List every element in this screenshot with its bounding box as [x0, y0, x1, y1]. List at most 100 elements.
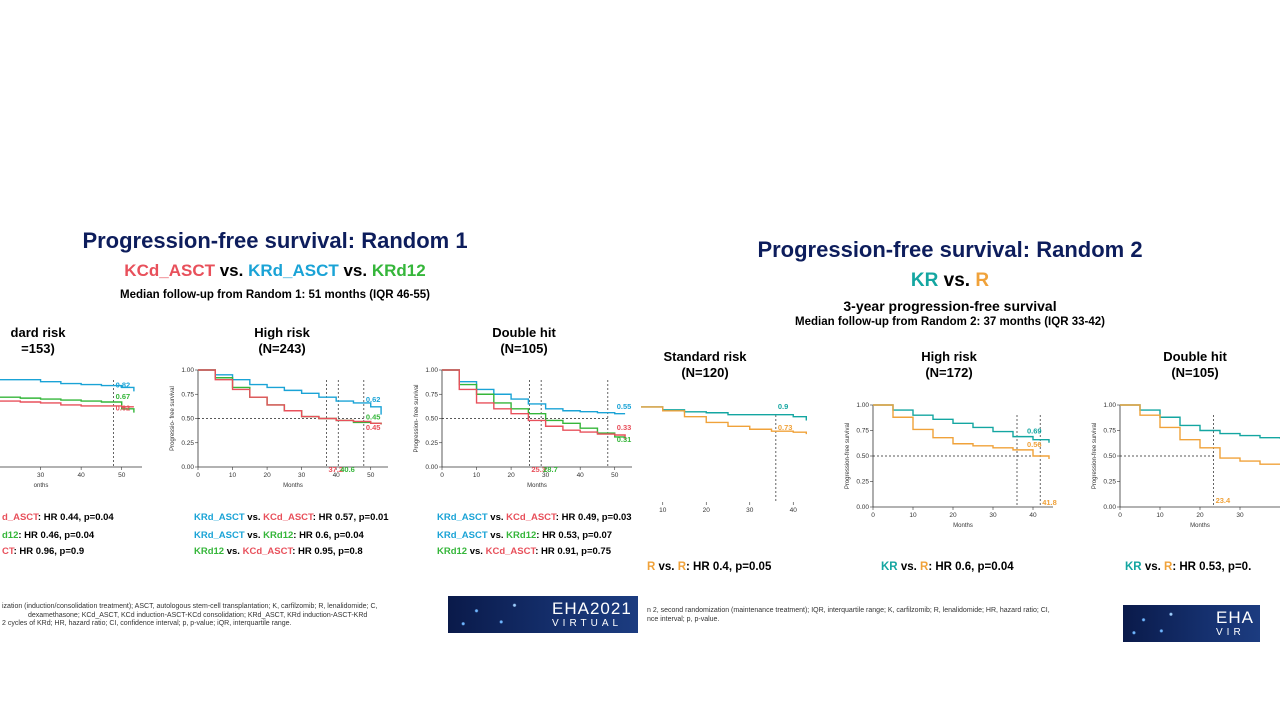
group-label-high-risk-r2: High risk (N=172) [921, 349, 977, 380]
survival-curve-kr [873, 404, 1050, 443]
y-tick-label: 0.25 [856, 479, 869, 486]
random2-subtitle2: 3-year progression-free survival [843, 298, 1057, 314]
hr-line: d_ASCT: HR 0.44, p=0.04 [2, 512, 114, 523]
value-annotation: 0.33 [617, 423, 632, 432]
y-tick-label: 0.50 [425, 416, 438, 423]
x-axis-label: Months [283, 483, 303, 489]
x-tick-label: 0 [196, 472, 200, 479]
x-tick-label: 20 [507, 472, 515, 479]
random2-title: Progression-free survival: Random 2 [757, 237, 1143, 262]
y-tick-label: 0.00 [856, 504, 869, 511]
y-tick-label: 0.75 [856, 428, 869, 435]
survival-curve-kr [641, 406, 807, 421]
x-tick-label: 50 [367, 472, 375, 479]
survival-curve-kcd-asct [442, 369, 626, 440]
y-tick-label: 0.00 [1103, 504, 1116, 511]
km-plot-high-risk-r1: 0.00 0.25 0.50 0.75 1.00 Progressio- free sur… [170, 367, 388, 489]
value-annotation: 0.45 [366, 412, 381, 421]
hr-line: KR vs. R: HR 0.53, p=0. [1125, 561, 1252, 573]
group-label-high-risk-r1: High risk (N=243) [254, 325, 310, 356]
y-tick-label: 0.50 [181, 416, 194, 423]
eha2021-banner: EHA VIR [1123, 605, 1260, 642]
y-tick-label: 0.25 [181, 440, 194, 447]
x-tick-label: 10 [473, 472, 481, 479]
y-tick-label: 0.75 [181, 391, 194, 398]
x-tick-label: 50 [611, 472, 619, 479]
x-tick-label: 30 [542, 472, 550, 479]
x-tick-label: 50 [118, 472, 126, 479]
survival-curve-kcd-asct [198, 369, 382, 425]
y-tick-label: 0.50 [1103, 453, 1116, 460]
hr-line: KRd_ASCT vs. KRd12: HR 0.53, p=0.07 [437, 530, 613, 541]
hr-line: R vs. R: HR 0.4, p=0.05 [647, 561, 772, 573]
banner-subtitle: VIRTUAL [552, 618, 623, 629]
km-plot-double-hit-r2: 0.00 0.25 0.50 0.75 1.00 Progression-free sur… [1092, 402, 1280, 529]
x-tick-label: 20 [949, 512, 957, 519]
y-tick-label: 0.00 [181, 464, 194, 471]
x-tick-label: 30 [989, 512, 997, 519]
banner-subtitle: VIR [1216, 627, 1245, 638]
y-tick-label: 0.75 [425, 391, 438, 398]
x-tick-label: 40 [333, 472, 341, 479]
hr-line: CT: HR 0.96, p=0.9 [2, 546, 85, 557]
value-annotation: 0.82 [116, 380, 131, 389]
value-annotation: 0.73 [778, 423, 793, 432]
random2-footnote: n 2, second randomization (maintenance t… [647, 607, 1050, 623]
y-tick-label: 0.00 [425, 464, 438, 471]
x-axis-label: onths [34, 483, 49, 489]
value-annotation: 0.62 [116, 404, 131, 413]
x-tick-label: 30 [746, 507, 754, 514]
x-tick-label: 30 [1236, 512, 1244, 519]
survival-curve-krd-asct [442, 369, 626, 415]
km-plot-standard-risk-r2: 10 20 30 40 0.9 0.73 [641, 402, 807, 514]
y-tick-label: 1.00 [1103, 402, 1116, 409]
banner-title: EHA2021 [552, 599, 632, 618]
x-tick-label: 30 [298, 472, 306, 479]
km-plot-standard-risk-r1: 30 40 50 onths 0.82 0.67 0.62 [0, 379, 142, 489]
subtitle-krd12: KRd12 [371, 261, 426, 280]
x-tick-label: 0 [440, 472, 444, 479]
hr-line: KRd12 vs. KCd_ASCT: HR 0.91, p=0.75 [437, 546, 611, 557]
value-annotation: 28.7 [543, 465, 558, 474]
hr-line: d12: HR 0.46, p=0.04 [2, 530, 95, 541]
random2-subtitle: KR vs. R [910, 270, 990, 291]
x-tick-label: 10 [909, 512, 917, 519]
survival-curve-krd-asct [198, 369, 382, 415]
x-axis-label: Months [953, 523, 973, 529]
value-annotation: 0.62 [366, 395, 381, 404]
group-label-double-hit-r1: Double hit (N=105) [492, 325, 556, 356]
random1-footnote: ization (induction/consolidation treatme… [2, 603, 378, 627]
x-tick-label: 20 [263, 472, 271, 479]
y-axis-label: Progressio- free survival [170, 386, 176, 451]
y-tick-label: 0.25 [425, 440, 438, 447]
y-axis-label: Progression-free survival [1092, 423, 1098, 489]
y-axis-label: Progression-free survival [845, 423, 851, 489]
value-annotation: 40.6 [340, 465, 355, 474]
x-tick-label: 20 [1196, 512, 1204, 519]
survival-curve-krd12 [198, 369, 382, 425]
hr-line: KR vs. R: HR 0.6, p=0.04 [881, 561, 1014, 573]
km-plot-high-risk-r2: 0.00 0.25 0.50 0.75 1.00 Progression-free sur… [845, 402, 1057, 529]
random1-title: Progression-free survival: Random 1 [82, 228, 468, 253]
group-label-standard-risk-r2: Standard risk (N=120) [663, 349, 747, 380]
x-axis-label: Months [1190, 523, 1210, 529]
value-annotation: 0.31 [617, 435, 632, 444]
x-tick-label: 0 [1118, 512, 1122, 519]
km-plot-double-hit-r1: 0.00 0.25 0.50 0.75 1.00 Progression- free su… [414, 367, 632, 489]
survival-curve-kr [1120, 404, 1280, 439]
banner-title: EHA [1216, 608, 1254, 627]
x-tick-label: 40 [577, 472, 585, 479]
x-tick-label: 10 [229, 472, 237, 479]
value-annotation: 25.3 [531, 465, 546, 474]
value-annotation: 0.56 [1027, 440, 1042, 449]
x-tick-label: 0 [871, 512, 875, 519]
survival-curve-r [873, 404, 1050, 460]
value-annotation: 0.69 [1027, 427, 1042, 436]
subtitle-kcd-asct: KCd_ASCT [124, 261, 215, 280]
value-annotation: 0.55 [617, 402, 632, 411]
random2-follow-up: Median follow-up from Random 2: 37 month… [795, 316, 1105, 328]
value-annotation: 41.8 [1042, 498, 1057, 507]
subtitle-krd-asct: KRd_ASCT [248, 261, 339, 280]
hr-line: KRd_ASCT vs. KCd_ASCT: HR 0.49, p=0.03 [437, 512, 632, 523]
value-annotation: 0.9 [778, 402, 788, 411]
